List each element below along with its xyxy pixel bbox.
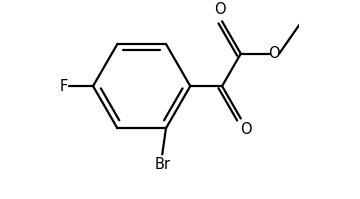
Text: O: O — [269, 46, 280, 61]
Text: Br: Br — [154, 157, 170, 172]
Text: O: O — [240, 122, 251, 137]
Text: O: O — [215, 2, 226, 17]
Text: F: F — [59, 79, 68, 94]
